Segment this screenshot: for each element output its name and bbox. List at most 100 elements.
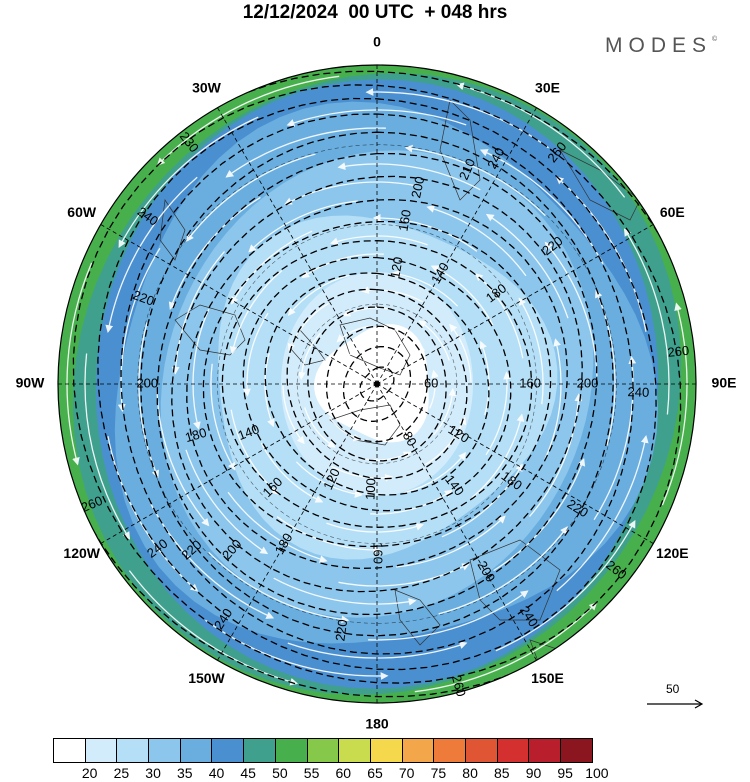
pole-marker	[374, 381, 380, 387]
map-border	[57, 64, 697, 704]
streamline	[410, 362, 419, 390]
streamline	[248, 200, 358, 253]
streamline	[365, 88, 549, 149]
colorbar-tick-label: 85	[494, 765, 510, 781]
contour-label: 220	[131, 287, 157, 309]
streamline	[156, 75, 340, 166]
streamline	[493, 457, 586, 572]
colorbar-swatch	[211, 738, 245, 763]
colorbar-tick-label: 65	[367, 765, 383, 781]
streamline	[229, 270, 283, 355]
streamline	[433, 388, 457, 436]
colorbar-swatch	[148, 738, 181, 763]
streamline	[205, 619, 389, 680]
streamline	[361, 286, 423, 303]
colorbar-tick-label: 70	[398, 765, 415, 781]
height-contour	[72, 84, 682, 684]
streamline	[295, 461, 363, 498]
colorbar	[53, 738, 593, 763]
streamline	[391, 402, 413, 422]
streamline	[287, 302, 329, 352]
colorbar-swatch	[560, 738, 593, 763]
streamline	[301, 253, 384, 279]
streamline	[429, 369, 439, 409]
colorbar-swatch	[338, 738, 371, 763]
contour-label: 120	[387, 256, 406, 280]
streamline	[495, 519, 636, 652]
streamline	[370, 489, 453, 515]
streamline	[544, 338, 562, 460]
streamline	[225, 127, 386, 178]
streamline	[418, 320, 450, 361]
colorbar-tick-label: 90	[525, 765, 542, 781]
streamline	[168, 196, 261, 311]
colorbar-tick-label: 100	[585, 765, 609, 781]
streamline	[595, 289, 616, 446]
streamline	[425, 416, 467, 466]
colorbar-tick-label: 80	[462, 765, 478, 781]
colorbar-tick-label: 30	[145, 765, 161, 781]
brand-mark: ©	[712, 36, 718, 43]
coastline-9	[159, 199, 186, 261]
meridian-label: 60W	[67, 204, 97, 220]
colorbar-swatch	[179, 738, 213, 763]
colorbar-tick-label: 75	[430, 765, 447, 781]
colorbar-swatch	[369, 738, 403, 763]
streamline	[297, 332, 321, 380]
colorbar-tick-label: 55	[303, 765, 320, 781]
streamline	[315, 359, 325, 399]
colorbar-swatch	[243, 738, 276, 763]
streamline	[455, 82, 626, 198]
streamline	[264, 352, 275, 428]
streamline	[404, 144, 546, 217]
streamline	[544, 241, 598, 377]
coastline-1	[339, 317, 411, 376]
streamline	[335, 378, 344, 406]
wind-streamlines	[66, 75, 688, 693]
streamline	[326, 522, 424, 533]
contour-label: 60	[424, 375, 438, 390]
colorbar-swatch	[116, 738, 150, 763]
streamline	[138, 322, 159, 479]
colorbar-swatch	[433, 738, 466, 763]
height-contour	[359, 366, 395, 402]
meridian-label: 30E	[535, 79, 560, 95]
streamline	[449, 323, 472, 383]
colorbar-swatch	[53, 738, 86, 763]
contour-label: 200	[577, 375, 599, 390]
streamline	[243, 312, 269, 397]
meridian-label: 90W	[16, 375, 46, 391]
meridian-label: 120E	[656, 545, 689, 561]
latitude-circle	[296, 303, 458, 465]
streamline	[426, 205, 527, 277]
map-title: 12/12/2024 00 UTC + 048 hrs	[242, 2, 508, 23]
streamline	[382, 425, 418, 443]
meridian-label: 0	[373, 34, 381, 50]
meridian-label: 60E	[660, 204, 685, 220]
streamline	[430, 265, 494, 326]
streamline	[479, 340, 490, 416]
coastline-5	[559, 149, 641, 221]
coastline-0	[289, 329, 326, 366]
colorbar-swatch	[496, 738, 530, 763]
contour-label: 160	[371, 542, 386, 564]
streamline	[171, 251, 225, 375]
streamline	[156, 391, 210, 527]
streamline	[336, 325, 372, 343]
streamline	[372, 213, 478, 252]
streamline	[66, 262, 93, 466]
latitude-circle	[217, 224, 537, 544]
colorbar-tick-label: 95	[557, 765, 573, 781]
streamline	[375, 340, 403, 354]
meridian-label: 180	[365, 716, 389, 732]
meridian-labels: 0 30E 60E 90E 120E 150E 180 150W 120W 90W 60W 30W	[16, 34, 737, 732]
streamline	[185, 449, 269, 555]
contour-label: 200	[408, 175, 427, 199]
streamline	[304, 407, 336, 448]
streamline	[208, 551, 350, 624]
contour-label: 220	[332, 618, 350, 642]
streamline	[210, 363, 236, 471]
streamline	[341, 346, 363, 366]
streamline	[623, 228, 670, 415]
streamline	[471, 413, 525, 498]
